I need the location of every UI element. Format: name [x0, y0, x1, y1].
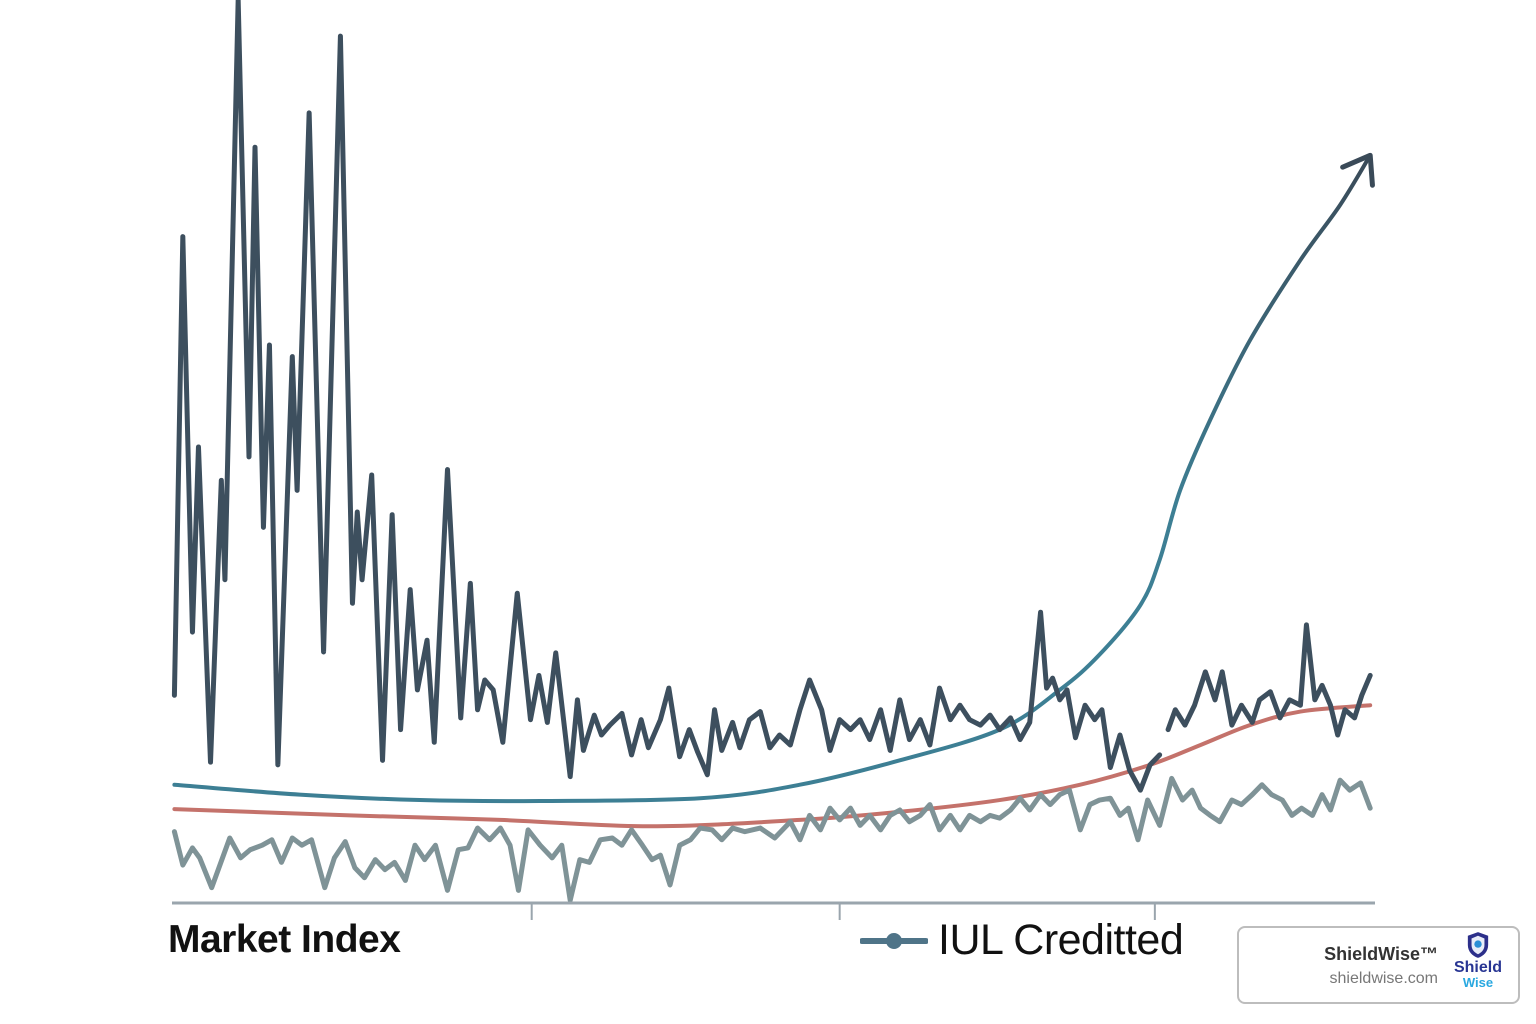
legend: IUL Creditted — [860, 916, 1184, 965]
watermark-badge: ShieldWise™ shieldwise.com Shield Wise — [1237, 926, 1520, 1004]
shield-logo-icon: Shield Wise — [1448, 931, 1508, 1001]
watermark-url: shieldwise.com — [1329, 970, 1438, 987]
series-line-iul — [172, 153, 1373, 804]
series-line-market-1 — [1165, 622, 1373, 738]
series-line-red — [172, 703, 1373, 829]
logo-lettering: Shield — [1453, 959, 1502, 976]
series-line-gray — [171, 775, 1373, 903]
x-axis-label: Market Index — [168, 918, 401, 961]
arrowhead-icon — [1340, 152, 1375, 188]
series-line-market-0 — [171, 0, 1163, 793]
legend-label: IUL Creditted — [938, 916, 1184, 964]
watermark-brand: ShieldWise™ — [1324, 944, 1438, 964]
legend-marker-icon — [860, 932, 928, 949]
